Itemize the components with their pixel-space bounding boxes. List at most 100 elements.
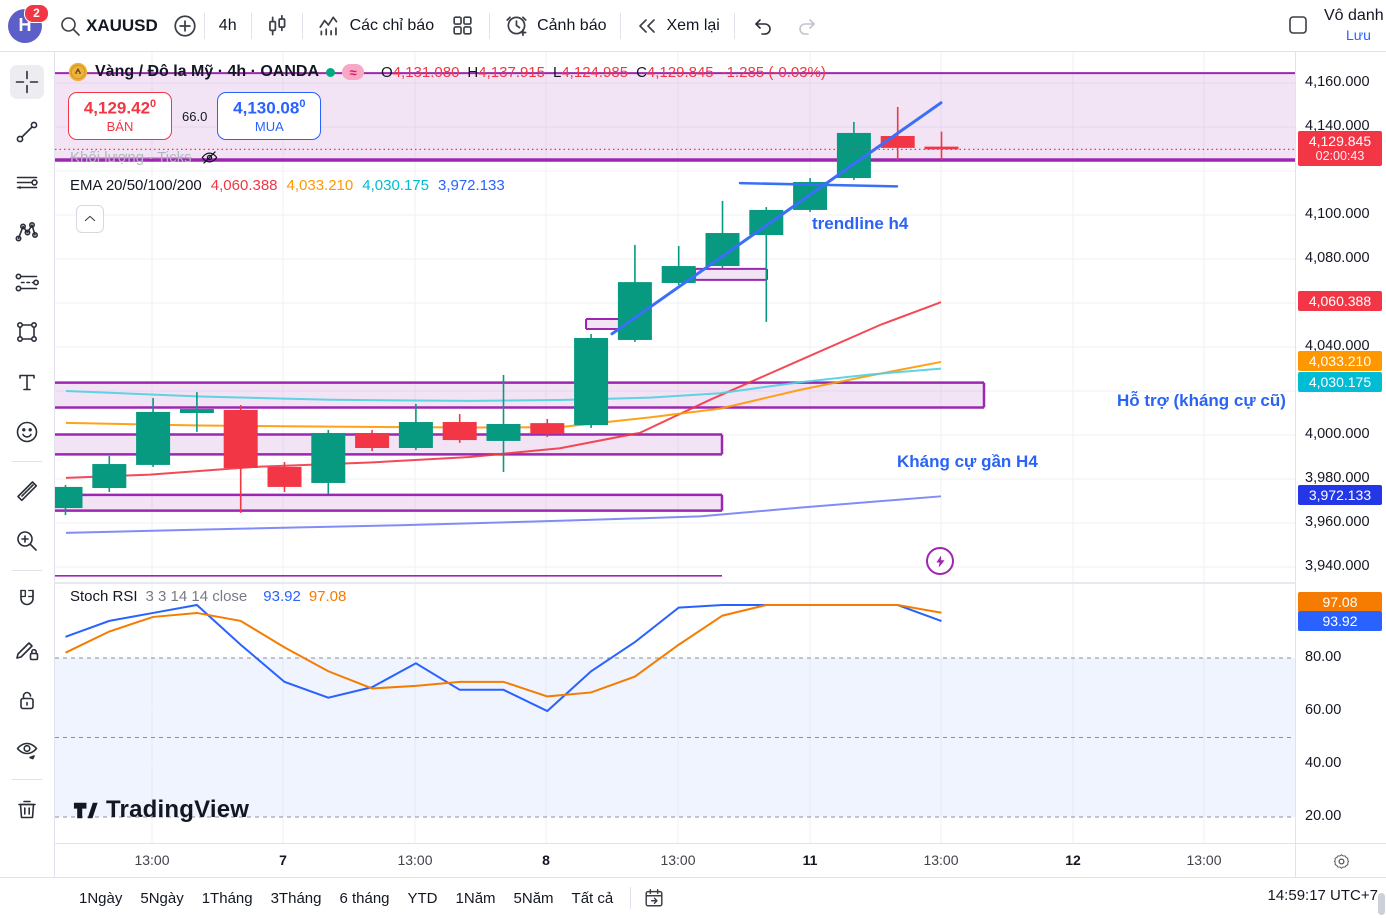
price-tick: 4,000.000 <box>1305 426 1370 442</box>
replay-icon <box>635 14 659 38</box>
interval-button[interactable]: 4h <box>211 12 245 40</box>
redo-icon[interactable] <box>795 14 819 38</box>
toolbar-divider <box>733 12 735 39</box>
time-label: 13:00 <box>134 852 170 868</box>
range-button-ytd[interactable]: YTD <box>399 885 447 912</box>
show-hidden-indicator-icon[interactable] <box>200 148 219 167</box>
range-button-5ngày[interactable]: 5Ngày <box>131 885 192 912</box>
layout-name[interactable]: Vô danh <box>1324 7 1384 24</box>
ema-line-ema200 <box>65 495 942 534</box>
ema-label[interactable]: EMA 20/50/100/200 <box>70 177 202 194</box>
emoji-tool[interactable] <box>10 415 44 449</box>
symbol-search-button[interactable]: XAUUSD <box>82 11 166 41</box>
price-tick: 3,960.000 <box>1305 514 1370 530</box>
lock-drawings-tool[interactable] <box>10 683 44 717</box>
candle-body <box>661 266 696 283</box>
trade-buttons: 4,129.420 BÁN 66.0 4,130.080 MUA <box>68 92 322 140</box>
zoom-in-tool[interactable] <box>10 524 44 558</box>
buy-button[interactable]: 4,130.080 MUA <box>217 92 322 140</box>
toolbar-divider <box>12 779 42 780</box>
candle-body <box>136 411 171 465</box>
indicators-button[interactable]: Các chỉ báo <box>309 8 443 44</box>
horizontal-line-tool[interactable] <box>10 165 44 199</box>
volume-legend: Khối lượng · Ticks <box>70 148 219 167</box>
ohlc-values: O4,131.080 H4,137.915 L4,124.985 C4,129.… <box>381 63 826 81</box>
indicator-templates-icon[interactable] <box>450 13 475 38</box>
alarm-clock-icon <box>504 13 530 39</box>
trend-line-tool[interactable] <box>10 115 44 149</box>
chart-canvas[interactable] <box>55 51 1295 843</box>
top-toolbar: H 2 XAUUSD 4h Các chỉ báo Cảnh báo Xem l… <box>0 0 1386 52</box>
symbol-title[interactable]: Vàng / Đô la Mỹ · 4h · OANDA <box>95 63 320 80</box>
stoch-tick: 60.00 <box>1305 702 1342 718</box>
resistance-zone-label[interactable]: Kháng cự gần H4 <box>897 452 1038 471</box>
price-tick: 3,940.000 <box>1305 558 1370 574</box>
save-button[interactable]: Lưu <box>1346 27 1371 43</box>
stoch-d-line <box>65 604 942 698</box>
trendline-h4-label[interactable]: trendline h4 <box>812 214 909 233</box>
near-resistance-zone-2 <box>55 494 722 511</box>
search-icon[interactable] <box>58 14 82 38</box>
price-scale[interactable]: 4,160.000 4,140.000 4,100.000 4,080.000 4,04… <box>1295 51 1386 843</box>
user-avatar[interactable]: H 2 <box>8 3 49 43</box>
range-button-6-tháng[interactable]: 6 tháng <box>330 885 398 912</box>
forecast-tool[interactable] <box>10 265 44 299</box>
range-button-tất-cả[interactable]: Tất cả <box>563 885 623 912</box>
candle-body <box>92 464 127 489</box>
hide-drawings-tool[interactable] <box>10 733 44 767</box>
ruler-tool[interactable] <box>10 474 44 508</box>
range-button-3tháng[interactable]: 3Tháng <box>262 885 331 912</box>
candle-body <box>924 146 959 150</box>
replay-button[interactable]: Xem lại <box>627 9 727 43</box>
last-price-badge: 4,129.845 02:00:43 <box>1298 131 1382 166</box>
stoch-k-value: 93.92 <box>263 588 301 605</box>
support-zone-label[interactable]: Hỗ trợ (kháng cự cũ) <box>1117 391 1286 410</box>
scroll-handle[interactable] <box>1378 893 1385 915</box>
xabcd-pattern-tool[interactable] <box>10 215 44 249</box>
candle-body <box>880 136 915 148</box>
tradingview-logo-text: TradingView <box>106 796 250 823</box>
range-button-5năm[interactable]: 5Năm <box>505 885 563 912</box>
toolbar-divider <box>12 461 42 462</box>
drawing-mode-tool[interactable] <box>10 633 44 667</box>
stoch-tick: 20.00 <box>1305 808 1342 824</box>
ema100-badge: 4,030.175 <box>1298 371 1382 392</box>
compare-add-icon[interactable] <box>172 13 198 39</box>
order-block-1 <box>586 319 620 329</box>
chart-style-icon[interactable] <box>264 13 290 39</box>
range-button-1năm[interactable]: 1Năm <box>447 885 505 912</box>
stoch-tick: 80.00 <box>1305 649 1342 665</box>
toolbar-divider <box>12 570 42 571</box>
alert-button[interactable]: Cảnh báo <box>496 8 614 44</box>
time-label: 13:00 <box>1186 852 1222 868</box>
ema50-value: 4,033.210 <box>286 177 354 194</box>
collapse-indicators-button[interactable] <box>76 205 104 233</box>
toolbar-divider <box>489 12 491 39</box>
rectangle-tool[interactable] <box>10 315 44 349</box>
stoch-title[interactable]: Stoch RSI <box>70 588 138 605</box>
delayed-data-icon[interactable]: ≈ <box>342 64 365 80</box>
candle-body <box>530 423 565 434</box>
toolbar-divider <box>301 12 303 39</box>
magnet-tool[interactable] <box>10 583 44 617</box>
price-tick: 4,080.000 <box>1305 250 1370 266</box>
candle-body <box>355 433 390 448</box>
undo-icon[interactable] <box>751 14 775 38</box>
range-button-1tháng[interactable]: 1Tháng <box>193 885 262 912</box>
range-button-1ngày[interactable]: 1Ngày <box>70 885 131 912</box>
go-to-date-button[interactable] <box>639 883 669 913</box>
drawing-toolbar <box>0 51 55 918</box>
ema-legend: EMA 20/50/100/200 4,060.388 4,033.210 4,… <box>70 177 505 194</box>
volume-label[interactable]: Khối lượng · Ticks <box>70 149 192 166</box>
pane-separator[interactable] <box>55 582 1295 584</box>
text-tool[interactable] <box>10 365 44 399</box>
toolbar-divider <box>620 12 622 39</box>
clock-timezone[interactable]: 14:59:17 UTC+7 <box>1267 887 1379 904</box>
crosshair-tool[interactable] <box>10 65 44 99</box>
layout-icon[interactable] <box>1286 13 1310 37</box>
remove-drawings-tool[interactable] <box>10 792 44 826</box>
sell-button[interactable]: 4,129.420 BÁN <box>68 92 172 140</box>
quick-alert-lightning-icon[interactable] <box>926 547 954 575</box>
gear-icon[interactable] <box>1332 852 1351 871</box>
time-axis[interactable]: 13:00 7 13:00 8 13:00 11 13:00 12 13:00 <box>55 843 1295 878</box>
